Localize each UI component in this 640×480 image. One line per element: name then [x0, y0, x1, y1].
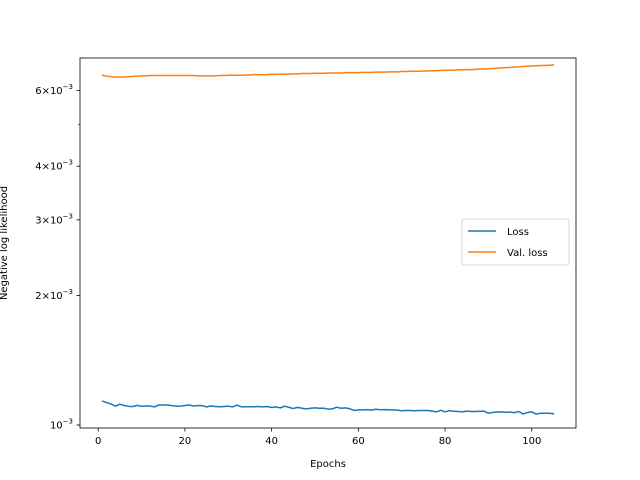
x-axis-title: Epochs: [310, 459, 346, 470]
x-tick-label: 0: [95, 436, 101, 447]
x-tick-label: 100: [522, 436, 541, 447]
y-axis: 10−3 2×10−3 3×10−3 4×10−3 6×10−3: [35, 83, 80, 431]
x-tick-label: 80: [439, 436, 452, 447]
y-tick-label: 6×10−3: [35, 83, 73, 97]
legend: Loss Val. loss: [461, 218, 570, 266]
series-layer: [101, 64, 555, 415]
x-tick-label: 60: [352, 436, 365, 447]
x-axis: 0 20 40 60 80 100: [95, 428, 541, 447]
x-tick-label: 20: [179, 436, 192, 447]
axes-frame: [79, 57, 577, 429]
series-line-loss: [101, 400, 555, 415]
y-tick-label: 3×10−3: [35, 212, 73, 226]
y-tick-label: 4×10−3: [35, 159, 73, 173]
y-tick-label: 10−3: [50, 417, 73, 431]
legend-label-loss: Loss: [507, 227, 529, 238]
y-axis-title: Negative log likelihood: [0, 186, 10, 300]
legend-label-val-loss: Val. loss: [507, 248, 548, 259]
x-tick-label: 40: [265, 436, 278, 447]
series-line-val-loss: [101, 64, 555, 78]
y-tick-label: 2×10−3: [35, 288, 73, 302]
